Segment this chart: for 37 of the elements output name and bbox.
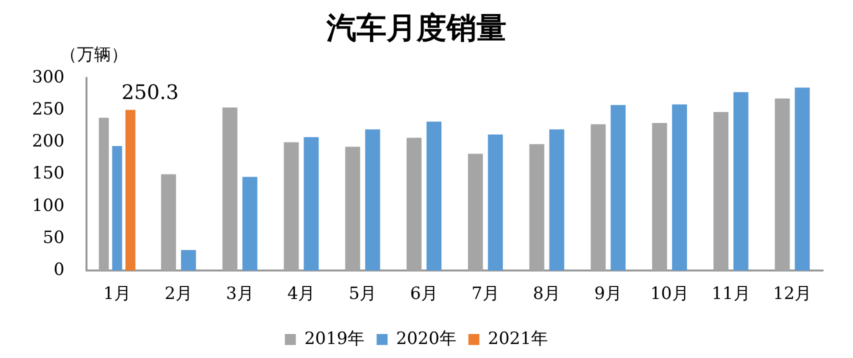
bar: [426, 122, 442, 271]
x-tick-label: 7月: [472, 284, 500, 304]
y-axis-title: （万辆）: [60, 44, 128, 65]
x-tick-label: 11月: [712, 284, 750, 304]
y-tick-label: 200: [32, 132, 64, 152]
bar: [794, 88, 810, 271]
x-tick-label: 5月: [348, 284, 377, 304]
legend-label: 2021年: [488, 328, 548, 349]
bar: [365, 129, 380, 271]
y-tick-label: 0: [54, 260, 64, 280]
x-tick-label: 12月: [772, 284, 812, 304]
bar: [610, 104, 626, 271]
y-tick-label: 250: [32, 100, 64, 120]
bar: [304, 137, 319, 271]
legend-label: 2019年: [304, 328, 365, 349]
bar: [488, 134, 503, 271]
x-tick-label: 6月: [410, 284, 438, 304]
x-tick-label: 9月: [594, 284, 622, 304]
bar: [125, 110, 136, 271]
legend-label: 2020年: [396, 328, 456, 349]
x-tick-label: 4月: [287, 284, 316, 304]
bar: [242, 176, 258, 271]
bar: [733, 92, 748, 271]
x-tick-label: 1月: [103, 284, 132, 304]
bar: [181, 250, 196, 271]
x-tick-label: 8月: [532, 284, 561, 304]
x-tick-label: 10月: [650, 284, 689, 304]
y-tick-label: 150: [32, 164, 64, 184]
x-tick-label: 2月: [164, 284, 192, 304]
y-tick-label: 50: [42, 228, 64, 248]
y-tick-label: 100: [32, 196, 64, 216]
bar: [672, 104, 688, 271]
bar: [549, 129, 564, 271]
y-tick-label: 300: [32, 67, 64, 88]
chart-title: 汽车月度销量: [326, 10, 506, 46]
data-label: 250.3: [121, 80, 179, 104]
x-tick-label: 3月: [226, 284, 254, 304]
